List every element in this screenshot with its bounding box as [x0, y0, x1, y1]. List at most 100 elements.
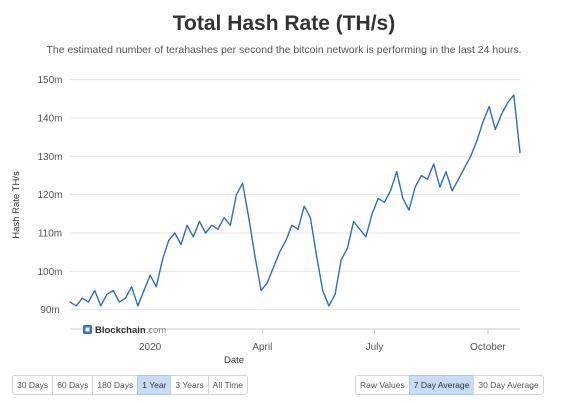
mode-raw-values-button[interactable]: Raw Values [355, 375, 410, 395]
data-point [131, 286, 133, 288]
data-point [365, 236, 367, 238]
watermark-text: Blockchain [95, 325, 146, 336]
svg-text:Blockchain.com: Blockchain.com [95, 325, 166, 336]
data-point [463, 167, 466, 169]
data-point [205, 232, 207, 234]
averaging-mode-selector: Raw Values 7 Day Average 30 Day Average [355, 375, 544, 395]
data-point [285, 240, 287, 242]
data-point [500, 113, 503, 115]
range-60-days-button[interactable]: 60 Days [52, 375, 94, 395]
data-point [168, 240, 170, 242]
range-1-year-button[interactable]: 1 Year [137, 375, 172, 395]
data-point [334, 293, 336, 295]
mode-30-day-average-button[interactable]: 30 Day Average [473, 375, 544, 395]
data-point [155, 286, 157, 288]
mode-7-day-average-button[interactable]: 7 Day Average [408, 375, 475, 395]
data-point [488, 105, 490, 108]
y-axis-label: Hash Rate TH/s [11, 171, 22, 239]
data-point [359, 228, 361, 230]
data-point [482, 121, 484, 123]
data-point [254, 255, 256, 257]
data-point [402, 197, 404, 200]
x-tick-label: April [252, 342, 272, 353]
chart-title: Total Hash Rate (TH/s) [172, 12, 396, 35]
data-point [149, 274, 151, 276]
range-3-years-button[interactable]: 3 Years [170, 375, 209, 395]
data-point [322, 289, 324, 292]
data-point [377, 197, 379, 200]
y-tick-label: 120m [37, 190, 62, 201]
data-point [100, 305, 102, 307]
data-point [81, 297, 83, 299]
data-point [383, 201, 385, 203]
y-tick-label: 150m [37, 75, 62, 86]
data-point [118, 301, 120, 303]
data-point [316, 255, 318, 257]
data-point [420, 174, 422, 177]
x-tick-label: July [366, 342, 384, 353]
data-point [192, 236, 194, 238]
data-point [396, 171, 398, 173]
data-point [242, 182, 244, 184]
data-point [69, 301, 71, 303]
series-points [69, 94, 521, 307]
data-point [87, 301, 90, 303]
y-tick-label: 110m [38, 229, 62, 240]
data-point [291, 224, 293, 226]
data-point [426, 178, 429, 180]
data-point [217, 228, 219, 230]
blockchain-logo-icon [83, 325, 92, 334]
range-180-days-button[interactable]: 180 Days [92, 375, 139, 395]
data-point [457, 178, 459, 180]
data-point [272, 266, 274, 269]
x-tick-label: October [470, 342, 506, 353]
data-point [346, 247, 348, 249]
watermark-suffix: .com [146, 325, 167, 336]
data-point [198, 220, 201, 223]
data-point [137, 305, 139, 307]
data-point [445, 171, 447, 173]
range-all-time-button[interactable]: All Time [207, 375, 249, 395]
x-axis-ticks: 2020 April July October [70, 328, 520, 353]
data-point [303, 205, 305, 207]
y-axis-ticks: 90m 100m 110m 120m 130m 140m 150m [37, 75, 62, 316]
x-tick-label: 2020 [139, 342, 162, 353]
data-point [211, 224, 213, 226]
data-point [414, 186, 416, 188]
data-point [328, 305, 330, 307]
data-point [507, 102, 509, 104]
data-point [353, 220, 355, 223]
data-point [408, 209, 410, 211]
grid-layer [70, 79, 520, 311]
data-point [519, 151, 521, 154]
y-tick-label: 140m [37, 114, 62, 125]
data-point [279, 251, 281, 253]
data-point [433, 163, 435, 165]
data-point [494, 128, 496, 131]
data-point [266, 282, 268, 284]
time-range-selector: 30 Days 60 Days 180 Days 1 Year 3 Years All T… [12, 375, 249, 395]
y-tick-label: 130m [37, 152, 62, 163]
hash-rate-chart: 90m 100m 110m 120m 130m 140m 150m 2020 April Jul… [11, 75, 521, 366]
data-point [389, 190, 392, 192]
data-point [186, 224, 188, 226]
x-axis-label: Date [224, 355, 244, 366]
data-point [124, 297, 127, 299]
hash-rate-series-line [69, 94, 521, 307]
data-point [260, 289, 262, 292]
y-tick-label: 100m [37, 267, 62, 278]
data-point [180, 243, 182, 246]
data-point [229, 224, 231, 226]
data-point [470, 155, 472, 157]
data-point [439, 186, 441, 188]
data-point [371, 213, 373, 215]
range-30-days-button[interactable]: 30 Days [12, 375, 54, 395]
data-point [309, 217, 311, 219]
data-point [223, 217, 225, 219]
blockchain-watermark: Blockchain.com [83, 325, 166, 336]
y-tick-label: 90m [40, 305, 59, 316]
data-point [235, 194, 237, 196]
data-point [297, 228, 299, 230]
data-point [451, 190, 453, 192]
data-point [161, 259, 164, 261]
